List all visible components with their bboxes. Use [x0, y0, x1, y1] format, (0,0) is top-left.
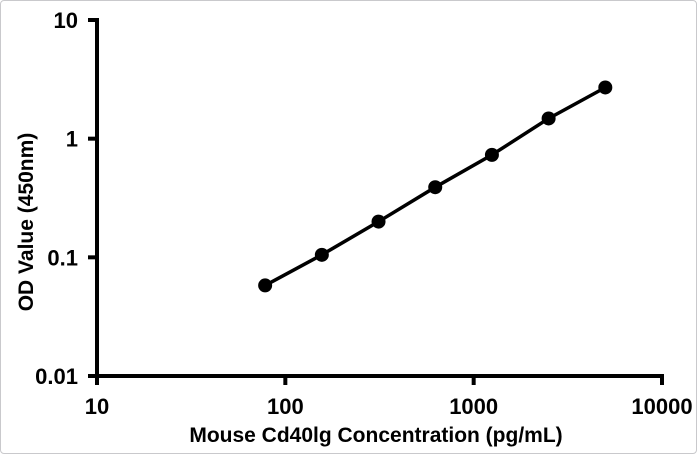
- x-axis-title: Mouse Cd40lg Concentration (pg/mL): [189, 424, 562, 447]
- y-tick-label: 1: [66, 127, 78, 152]
- plot-layer: 10 100 1000 10000 0.01 0.1 1 10: [35, 8, 692, 419]
- data-point: [598, 80, 613, 95]
- y-tick-label: 0.1: [47, 245, 78, 270]
- data-point: [314, 247, 329, 262]
- x-tick-label: 10: [85, 394, 109, 419]
- y-tick-label: 0.01: [35, 364, 78, 389]
- data-point: [541, 111, 556, 126]
- y-axis-title: OD Value (450nm): [15, 133, 38, 312]
- data-point: [428, 180, 443, 195]
- x-tick-label: 100: [267, 394, 304, 419]
- axis-spines: [95, 18, 664, 378]
- data-point: [371, 214, 386, 229]
- x-tick-label: 10000: [631, 394, 692, 419]
- data-point: [484, 147, 499, 162]
- data-point: [258, 278, 273, 293]
- y-tick-label: 10: [54, 8, 78, 33]
- x-tick-label: 1000: [449, 394, 498, 419]
